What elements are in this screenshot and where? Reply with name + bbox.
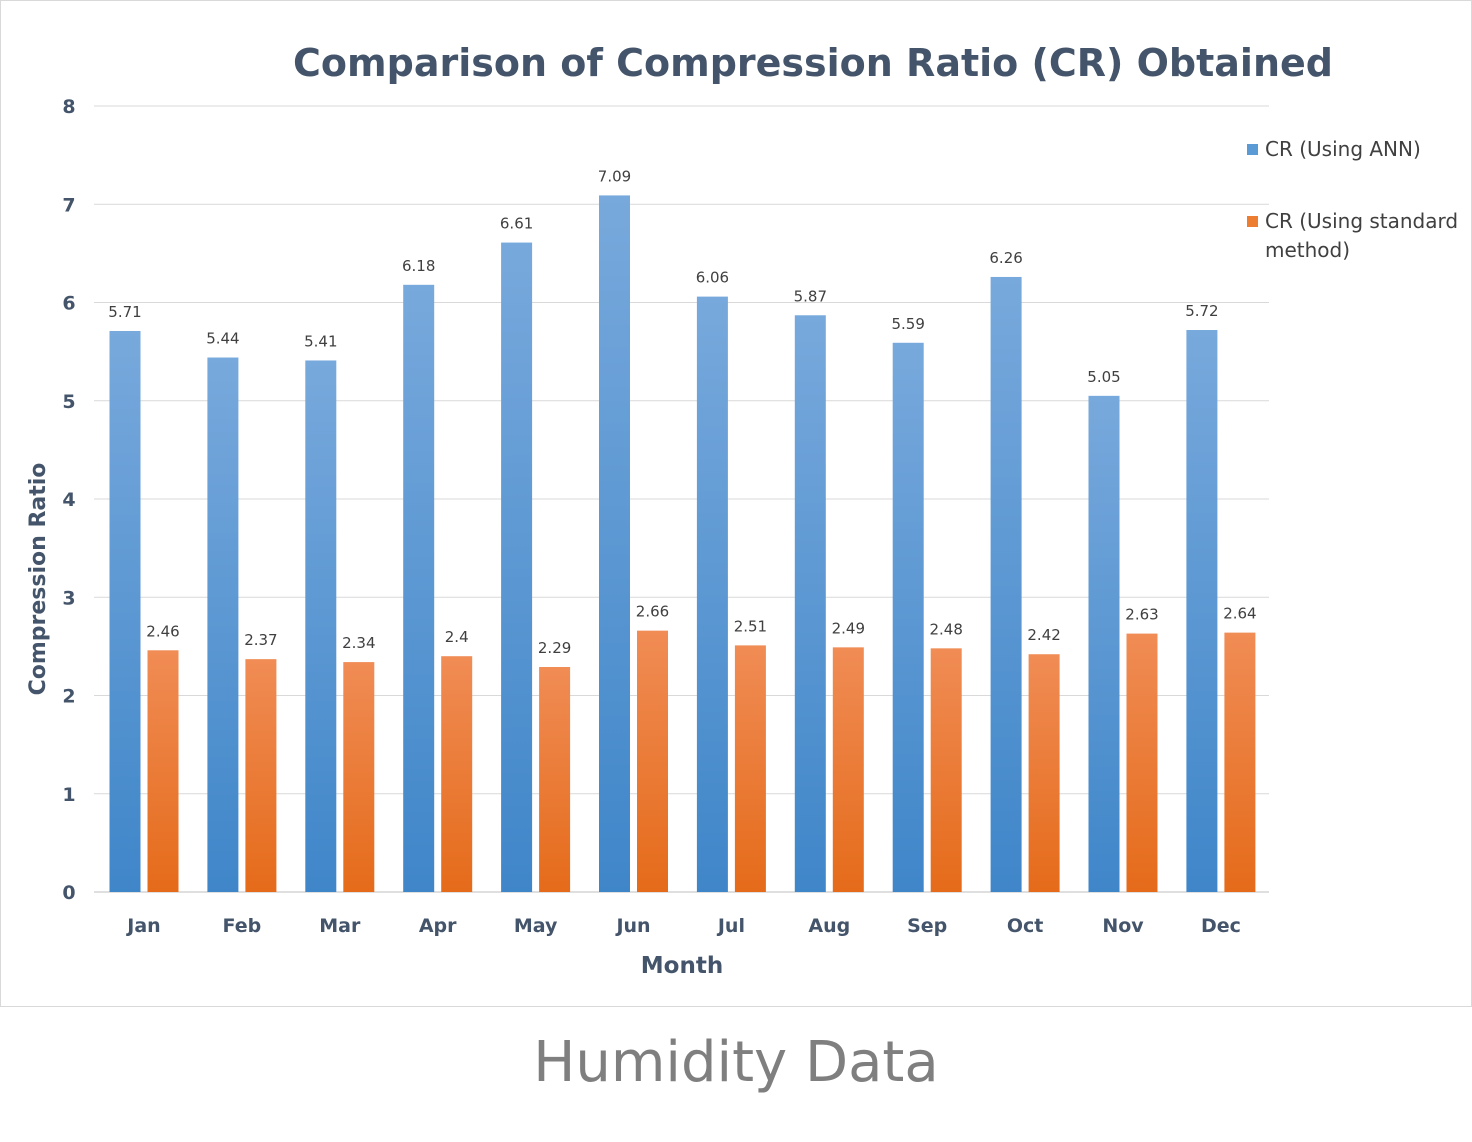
x-tick-label: May: [514, 915, 558, 937]
bar-ann: [207, 357, 239, 892]
bar-ann: [696, 296, 728, 893]
data-label-standard: 2.49: [832, 619, 865, 637]
bar-ann: [794, 315, 826, 893]
data-label-standard: 2.37: [244, 631, 277, 649]
legend-label-standard-line-1: CR (Using standard: [1265, 209, 1459, 233]
y-tick-label: 3: [62, 587, 75, 609]
data-label-ann: 7.09: [598, 167, 631, 185]
x-tick-label: Feb: [223, 915, 262, 937]
data-label-ann: 6.18: [402, 257, 435, 275]
data-label-standard: 2.42: [1027, 626, 1060, 644]
bar-standard: [441, 656, 473, 892]
data-label-ann: 6.06: [696, 269, 729, 287]
y-tick-label: 0: [62, 882, 75, 904]
data-label-standard: 2.29: [538, 639, 571, 657]
x-tick-label: Jul: [716, 915, 745, 937]
bar-standard: [832, 647, 864, 892]
data-label-ann: 5.59: [891, 315, 924, 333]
bar-standard: [637, 630, 668, 892]
bar-standard: [147, 650, 179, 892]
data-label-ann: 5.87: [794, 287, 827, 305]
x-tick-label: Dec: [1201, 915, 1241, 937]
bar-standard: [1028, 654, 1060, 892]
y-tick-label: 7: [62, 194, 75, 216]
y-tick-label: 6: [62, 293, 75, 315]
legend-label-standard: CR (Using standard method): [1265, 207, 1458, 265]
bar-ann: [403, 284, 435, 892]
legend-swatch-ann: [1247, 144, 1258, 155]
x-tick-label: Aug: [808, 915, 850, 937]
y-tick-label: 1: [62, 784, 75, 806]
data-label-ann: 5.41: [304, 332, 337, 350]
bar-standard: [1126, 633, 1158, 892]
bar-ann: [990, 276, 1022, 893]
data-label-ann: 5.72: [1185, 302, 1218, 320]
legend-label-standard-line-2: method): [1265, 238, 1351, 262]
bar-ann: [109, 330, 141, 892]
bar-ann: [1186, 330, 1218, 892]
bar-standard: [343, 662, 375, 892]
bar-standard: [930, 648, 962, 892]
bar-chart: 0 1 2 3 4 5 6 7 8 5.71 2.46 5.44 2.37 5.41 2.34 6.18 2.…: [26, 41, 1333, 979]
bar-standard: [245, 659, 277, 892]
bar-standard: [734, 645, 766, 892]
chart-title: Comparison of Compression Ratio (CR) Obt…: [293, 41, 1333, 85]
bar-standard: [1224, 632, 1256, 892]
data-label-ann: 6.61: [500, 215, 533, 233]
gridlines: [94, 105, 1269, 893]
y-tick-label: 2: [62, 686, 75, 708]
legend-label-ann: CR (Using ANN): [1265, 137, 1421, 161]
x-tick-label: Sep: [907, 915, 947, 937]
data-label-ann: 5.05: [1087, 368, 1120, 386]
y-axis-title: Compression Ratio: [26, 463, 51, 696]
bar-ann: [599, 195, 630, 893]
data-labels: 5.71 2.46 5.44 2.37 5.41 2.34 6.18 2.4 6.61 2.29 7…: [108, 167, 1256, 657]
legend-swatch-standard: [1247, 216, 1258, 227]
data-label-standard: 2.46: [146, 622, 179, 640]
x-tick-label: Jan: [125, 915, 160, 937]
x-tick-label: Mar: [319, 915, 361, 937]
y-axis-ticks: 0 1 2 3 4 5 6 7 8: [62, 96, 75, 904]
data-label-standard: 2.48: [929, 620, 962, 638]
data-label-standard: 2.34: [342, 634, 375, 652]
bars: [109, 195, 1256, 893]
data-label-ann: 6.26: [989, 249, 1022, 267]
x-tick-label: Nov: [1102, 915, 1144, 937]
bar-ann: [1088, 395, 1120, 892]
data-label-standard: 2.51: [734, 617, 767, 635]
data-label-ann: 5.44: [206, 330, 239, 348]
y-tick-label: 5: [62, 391, 75, 413]
x-axis-title: Month: [641, 953, 723, 979]
x-tick-label: Jun: [614, 915, 650, 937]
bar-ann: [501, 242, 533, 892]
data-label-standard: 2.64: [1223, 605, 1256, 623]
data-label-ann: 5.71: [108, 303, 141, 321]
x-tick-label: Oct: [1007, 915, 1044, 937]
data-label-standard: 2.4: [445, 628, 469, 646]
data-label-standard: 2.66: [636, 603, 669, 621]
chart-area: 0 1 2 3 4 5 6 7 8 5.71 2.46 5.44 2.37 5.41 2.34 6.18 2.…: [0, 0, 1472, 1007]
bar-ann: [305, 360, 337, 892]
x-tick-label: Apr: [419, 915, 457, 937]
y-tick-label: 8: [62, 96, 75, 118]
y-tick-label: 4: [62, 489, 75, 511]
bar-standard: [539, 667, 571, 892]
bar-ann: [892, 342, 924, 893]
figure-caption: Humidity Data: [533, 1030, 939, 1095]
data-label-standard: 2.63: [1125, 606, 1158, 624]
x-axis-ticks: Jan Feb Mar Apr May Jun Jul Aug Sep Oct Nov Dec: [125, 915, 1241, 937]
